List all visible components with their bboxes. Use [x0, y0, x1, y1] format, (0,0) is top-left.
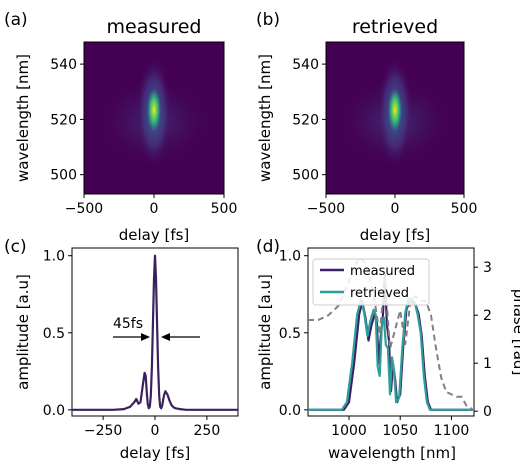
panel-label-c: (c) — [4, 237, 27, 257]
x-tick-label: 1050 — [382, 423, 418, 439]
y2-tick-label: 0 — [483, 404, 492, 420]
panel-a: (a) measured wavelength [nm] delay [fs] … — [4, 10, 237, 244]
heatmap-title-a: measured — [107, 16, 202, 38]
heatmap-core-b — [388, 88, 402, 132]
annotation-arrowhead-right — [161, 333, 170, 341]
x-tick-label: −250 — [84, 423, 122, 439]
y-tick-label: 500 — [292, 168, 319, 184]
annotation-arrowhead-left — [141, 333, 150, 341]
y-tick-label: 540 — [292, 57, 319, 73]
x-tick-label: 500 — [211, 201, 238, 217]
x-tick-label: −500 — [307, 201, 345, 217]
series-line-retrieved — [308, 297, 474, 411]
y-tick-label: 0.5 — [279, 326, 301, 342]
y-tick-label: 540 — [50, 57, 77, 73]
series-line-amplitude — [72, 254, 238, 411]
xlabel-a: delay [fs] — [119, 226, 190, 244]
heatmap-b — [326, 42, 464, 194]
x-tick-label: 250 — [194, 423, 221, 439]
ylabel-c: amplitude [a.u] — [14, 274, 32, 390]
xlabel-b: delay [fs] — [360, 226, 431, 244]
y-tick-label: 520 — [292, 112, 319, 128]
ylabel-a: wavelength [nm] — [14, 54, 32, 182]
legend: measured retrieved — [312, 258, 430, 306]
panel-c: (c) 45fs amplitude [a.u] delay [fs] −250… — [4, 237, 239, 462]
y2label-d: phase [rad] — [510, 289, 520, 376]
y2-tick-label: 3 — [483, 260, 492, 276]
heatmap-core-a — [147, 88, 161, 132]
ylabel-b: wavelength [nm] — [256, 54, 274, 182]
panel-label-d: (d) — [256, 237, 280, 257]
y-tick-label: 0.0 — [43, 403, 65, 419]
legend-label-retrieved: retrieved — [350, 286, 409, 301]
panel-label-b: (b) — [256, 10, 280, 30]
x-tick-label: 500 — [451, 201, 478, 217]
y-tick-label: 0.5 — [43, 326, 65, 342]
y-tick-label: 1.0 — [43, 249, 65, 265]
y-tick-label: 1.0 — [279, 249, 301, 265]
frame-d — [307, 247, 475, 417]
y-tick-label: 500 — [50, 168, 77, 184]
x-tick-label: 1100 — [434, 423, 470, 439]
panel-d: (d) measured retrieved amplitude [a.u] p… — [256, 237, 520, 462]
y-tick-label: 520 — [50, 112, 77, 128]
panel-label-a: (a) — [4, 10, 28, 30]
xlabel-c: delay [fs] — [120, 444, 191, 462]
y-tick-label: 0.0 — [279, 403, 301, 419]
xlabel-d: wavelength [nm] — [328, 444, 456, 462]
x-tick-label: 1000 — [331, 423, 367, 439]
x-tick-label: 0 — [150, 201, 159, 217]
annotation-label: 45fs — [113, 316, 143, 332]
x-tick-label: −500 — [65, 201, 103, 217]
y2-tick-label: 1 — [483, 356, 492, 372]
panel-b: (b) retrieved wavelength [nm] delay [fs]… — [256, 10, 477, 244]
x-tick-label: 0 — [391, 201, 400, 217]
heatmap-a — [84, 42, 224, 194]
fwhm-annotation: 45fs — [113, 316, 200, 341]
plot-area-c — [72, 254, 238, 411]
y2-tick-label: 2 — [483, 308, 492, 324]
legend-label-measured: measured — [350, 264, 415, 279]
heatmap-title-b: retrieved — [352, 16, 438, 38]
ylabel-d: amplitude [a.u] — [256, 274, 274, 390]
x-tick-label: 0 — [151, 423, 160, 439]
